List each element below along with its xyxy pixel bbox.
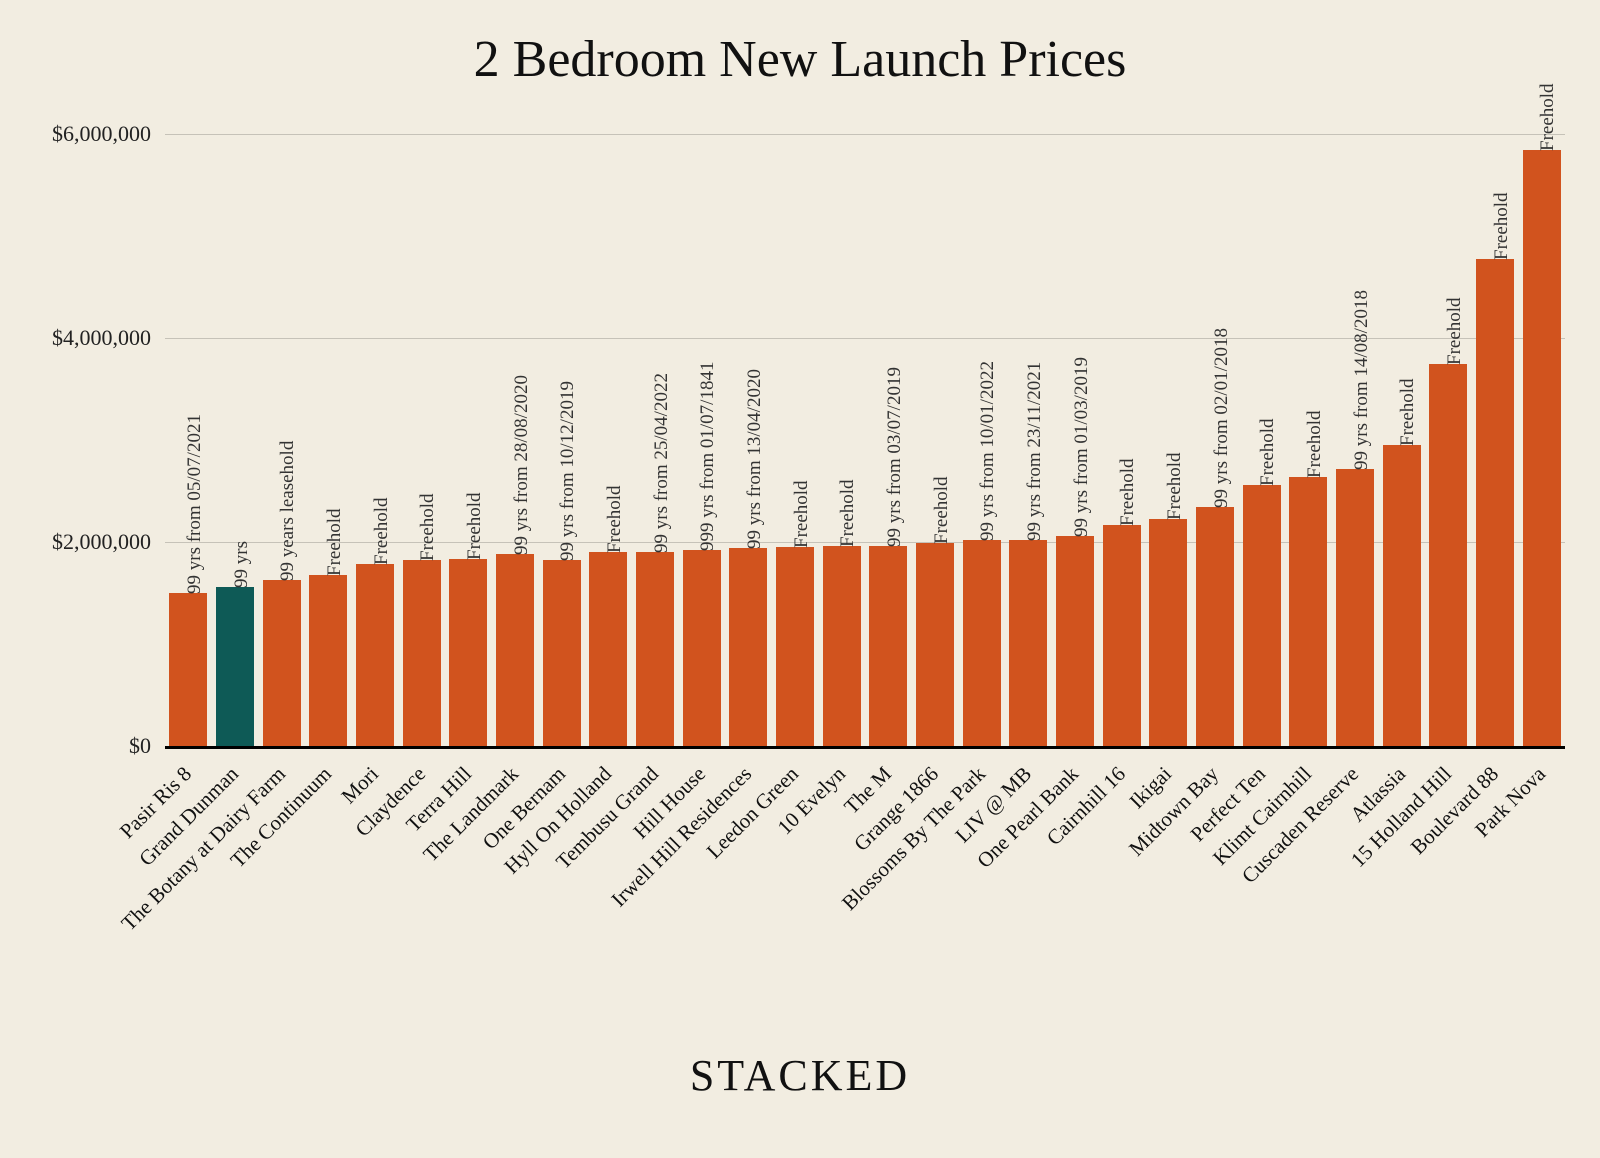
bar <box>403 560 441 746</box>
bar-annotation: 99 yrs <box>231 541 253 588</box>
bar-annotation: 99 yrs from 10/01/2022 <box>977 361 999 541</box>
ytick-label: $0 <box>129 733 165 759</box>
bar-annotation: Freehold <box>931 476 953 544</box>
bar <box>636 552 674 746</box>
bar <box>823 546 861 746</box>
brand-label: STACKED <box>0 1050 1600 1101</box>
ytick-label: $4,000,000 <box>52 325 165 351</box>
bar <box>916 543 954 746</box>
bar-annotation: Freehold <box>1164 452 1186 520</box>
bar <box>1523 150 1561 746</box>
bar <box>589 552 627 746</box>
bar-annotation: Freehold <box>1257 418 1279 486</box>
bar-annotation: 99 yrs from 23/11/2021 <box>1024 362 1046 541</box>
bar-annotation: 99 yrs from 05/07/2021 <box>184 414 206 594</box>
plot-area: $0$2,000,000$4,000,000$6,000,00099 yrs f… <box>165 134 1565 749</box>
bar <box>543 560 581 746</box>
bar <box>963 540 1001 746</box>
bar <box>1196 507 1234 746</box>
bar <box>1336 469 1374 746</box>
bar-annotation: 99 yrs from 25/04/2022 <box>651 373 673 553</box>
bar <box>683 550 721 746</box>
bar-annotation: 99 yrs from 28/08/2020 <box>511 375 533 555</box>
bar <box>1476 259 1514 746</box>
bar <box>356 564 394 746</box>
bar-annotation: 99 yrs from 13/04/2020 <box>744 369 766 549</box>
ytick-label: $2,000,000 <box>52 529 165 555</box>
bar <box>1103 525 1141 746</box>
bar-annotation: 99 yrs from 03/07/2019 <box>884 367 906 547</box>
bar <box>1289 477 1327 746</box>
chart-title: 2 Bedroom New Launch Prices <box>0 0 1600 89</box>
bar <box>1383 445 1421 746</box>
bar-annotation: Freehold <box>791 481 813 549</box>
bar <box>729 548 767 746</box>
bar <box>1429 364 1467 747</box>
bar-annotation: Freehold <box>464 493 486 561</box>
bar-annotation: Freehold <box>604 486 626 554</box>
gridline <box>165 134 1565 135</box>
bar <box>869 546 907 746</box>
bar <box>309 575 347 746</box>
bar <box>263 580 301 746</box>
bar-annotation: 99 years leasehold <box>277 440 299 580</box>
bar-annotation: Freehold <box>837 480 859 548</box>
bar <box>1056 536 1094 746</box>
bar <box>216 587 254 746</box>
bar-annotation: 999 yrs from 01/07/1841 <box>697 362 719 551</box>
bar-annotation: Freehold <box>1537 84 1559 152</box>
bar-annotation: Freehold <box>1117 458 1139 526</box>
bar-annotation: Freehold <box>1444 297 1466 365</box>
bar <box>496 554 534 746</box>
bar-annotation: Freehold <box>1491 193 1513 261</box>
bar <box>776 547 814 746</box>
bar-annotation: 99 yrs from 01/03/2019 <box>1071 357 1093 537</box>
bar <box>1243 485 1281 746</box>
bar-annotation: 99 yrs from 10/12/2019 <box>557 381 579 561</box>
bar-annotation: 99 yrs from 14/08/2018 <box>1351 290 1373 470</box>
bar-annotation: 99 yrs from 02/01/2018 <box>1211 328 1233 508</box>
bar <box>449 559 487 746</box>
bar <box>1009 540 1047 746</box>
bar-annotation: Freehold <box>1304 410 1326 478</box>
bar-annotation: Freehold <box>324 508 346 576</box>
bar-annotation: Freehold <box>1397 379 1419 447</box>
ytick-label: $6,000,000 <box>52 121 165 147</box>
bar-annotation: Freehold <box>371 498 393 566</box>
bar-annotation: Freehold <box>417 494 439 562</box>
bar <box>169 593 207 746</box>
bar <box>1149 519 1187 746</box>
